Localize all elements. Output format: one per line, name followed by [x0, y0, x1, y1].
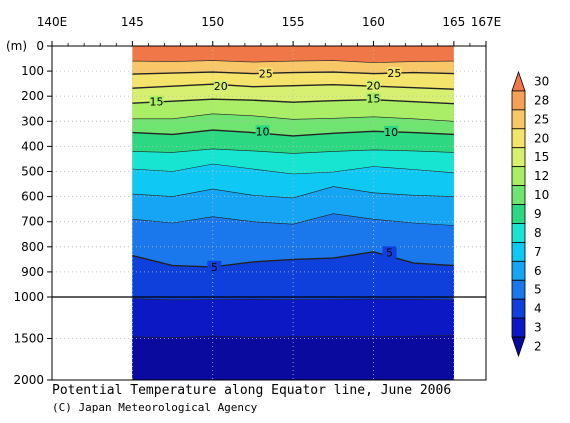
y-tick-label-0: 0: [36, 39, 44, 53]
contour-label-bg-8: [207, 260, 222, 273]
contour-label-10: 10: [256, 125, 270, 138]
contour-label-25: 25: [259, 68, 273, 81]
chart-credit: (C) Japan Meteorological Agency: [52, 401, 258, 414]
colorbar-label-9: 9: [534, 207, 542, 221]
contour-label-bg-2: [213, 80, 228, 93]
y-tick-label-2000: 2000: [13, 373, 44, 387]
colorbar-swatch-12: [511, 166, 526, 187]
colorbar-swatch-20: [511, 128, 526, 149]
colorbar-label-6: 6: [534, 264, 542, 278]
colorbar-swatch-15: [511, 147, 526, 168]
plot-frame: [51, 45, 487, 381]
x-tick-label-145: 145: [121, 15, 144, 29]
x-tick-label-167E: 167E: [471, 15, 502, 29]
colorbar-label-5: 5: [534, 283, 542, 297]
contour-label-bg-1: [387, 67, 402, 80]
y-tick-label-800: 800: [21, 240, 44, 254]
y-tick-label-500: 500: [21, 165, 44, 179]
colorbar-swatch-9: [511, 204, 526, 224]
colorbar-swatch-10: [511, 185, 526, 205]
y-tick-label-200: 200: [21, 89, 44, 103]
colorbar-label-7: 7: [534, 245, 542, 259]
x-tick-label-150: 150: [201, 15, 224, 29]
colorbar-swatch-8: [511, 223, 526, 243]
colorbar-label-4: 4: [534, 302, 542, 316]
colorbar-label-8: 8: [534, 226, 542, 240]
colorbar-swatch-3: [511, 317, 526, 338]
isotherm-28: [132, 60, 454, 63]
colorbar-label-3: 3: [534, 321, 542, 335]
contour-label-20: 20: [214, 80, 228, 93]
contour-label-10: 10: [384, 126, 398, 139]
contour-label-bg-5: [366, 92, 381, 105]
isotherm-5: [132, 251, 454, 268]
isotherm-15: [132, 98, 454, 105]
contour-label-bg-3: [366, 79, 381, 92]
contour-label-25: 25: [387, 67, 401, 80]
isotherm-3: [132, 335, 454, 339]
colorbar-swatch-7: [511, 241, 526, 262]
contour-label-5: 5: [211, 261, 218, 274]
x-tick-label-160: 160: [362, 15, 385, 29]
contour-label-15: 15: [149, 96, 163, 109]
colorbar-swatch-5: [511, 279, 526, 300]
isotherm-10: [132, 129, 454, 137]
y-tick-label-700: 700: [21, 215, 44, 229]
colorbar-swatch-25: [511, 109, 526, 130]
contour-label-15: 15: [366, 93, 380, 106]
isotherm-20: [132, 83, 454, 90]
x-tick-label-155: 155: [282, 15, 305, 29]
colorbar-label-2: 2: [534, 340, 542, 354]
colorbar-label-28: 28: [534, 93, 549, 107]
contour-label-bg-9: [382, 246, 397, 259]
contour-label-bg-7: [384, 125, 399, 138]
contour-label-5: 5: [386, 246, 393, 259]
contour-label-bg-4: [149, 95, 164, 108]
colorbar-label-20: 20: [534, 131, 549, 145]
colorbar-swatch-28: [511, 90, 526, 111]
y-tick-label-900: 900: [21, 265, 44, 279]
colorbar-label-30: 30: [534, 74, 549, 88]
y-tick-label-100: 100: [21, 64, 44, 78]
isotherm-4: [132, 298, 454, 301]
y-tick-label-600: 600: [21, 190, 44, 204]
isotherm-9: [132, 148, 454, 154]
colorbar-swatch-30: [511, 70, 526, 92]
y-tick-label-300: 300: [21, 114, 44, 128]
x-tick-label-140E: 140E: [37, 15, 68, 29]
y-tick-label-1500: 1500: [13, 332, 44, 346]
y-tick-label-400: 400: [21, 139, 44, 153]
colorbar-label-25: 25: [534, 112, 549, 126]
colorbar-swatch-6: [511, 260, 526, 281]
isotherm-12: [132, 113, 454, 122]
isotherm-6: [132, 213, 454, 226]
y-axis-unit-label: (m): [6, 39, 27, 53]
isotherm-8: [132, 163, 454, 175]
x-tick-label-165: 165: [442, 15, 465, 29]
y-tick-label-1000: 1000: [13, 290, 44, 304]
colorbar-swatch-2: [511, 336, 526, 358]
isotherm-7: [132, 186, 454, 199]
colorbar-label-12: 12: [534, 169, 549, 183]
contour-label-bg-6: [255, 125, 270, 138]
chart-title: Potential Temperature along Equator line…: [52, 383, 452, 398]
contour-label-20: 20: [366, 80, 380, 93]
colorbar-label-15: 15: [534, 150, 549, 164]
colorbar-label-10: 10: [534, 188, 549, 202]
colorbar-swatch-4: [511, 298, 526, 319]
contour-label-bg-0: [258, 67, 273, 80]
